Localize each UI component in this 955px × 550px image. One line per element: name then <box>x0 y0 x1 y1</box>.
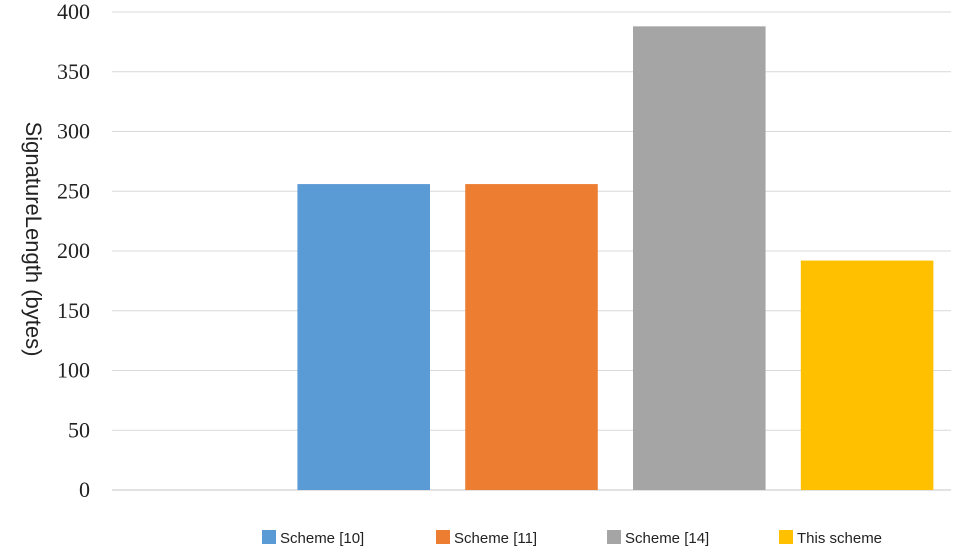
legend-item: Scheme [11] <box>436 530 537 547</box>
bar-scheme-11 <box>465 184 598 490</box>
legend-swatch <box>262 530 276 544</box>
legend-item: This scheme <box>779 530 882 547</box>
y-tick-label: 400 <box>57 0 90 24</box>
bar-scheme-14 <box>633 26 766 491</box>
y-tick-label: 150 <box>57 298 90 323</box>
y-axis-title: SignatureLength (bytes) <box>21 122 46 357</box>
legend-item: Scheme [10] <box>262 530 364 547</box>
bar-scheme-10 <box>297 184 430 490</box>
bars <box>297 26 934 491</box>
legend: Scheme [10] Scheme [11] Scheme [14] This sc… <box>262 530 882 547</box>
legend-label: Scheme [10] <box>280 530 364 547</box>
y-axis-tick-labels: 0 50 100 150 200 250 300 350 400 <box>57 0 90 502</box>
y-tick-label: 50 <box>68 417 90 442</box>
legend-swatch <box>436 530 450 544</box>
y-tick-label: 250 <box>57 178 90 203</box>
legend-label: This scheme <box>797 530 882 547</box>
y-tick-label: 0 <box>79 477 90 502</box>
legend-label: Scheme [11] <box>454 530 537 547</box>
bar-this-scheme <box>800 260 934 490</box>
y-tick-label: 350 <box>57 59 90 84</box>
legend-label: Scheme [14] <box>625 530 709 547</box>
y-tick-label: 100 <box>57 358 90 383</box>
legend-swatch <box>779 530 793 544</box>
legend-swatch <box>607 530 621 544</box>
legend-item: Scheme [14] <box>607 530 709 547</box>
y-tick-label: 200 <box>57 238 90 263</box>
y-tick-label: 300 <box>57 119 90 144</box>
